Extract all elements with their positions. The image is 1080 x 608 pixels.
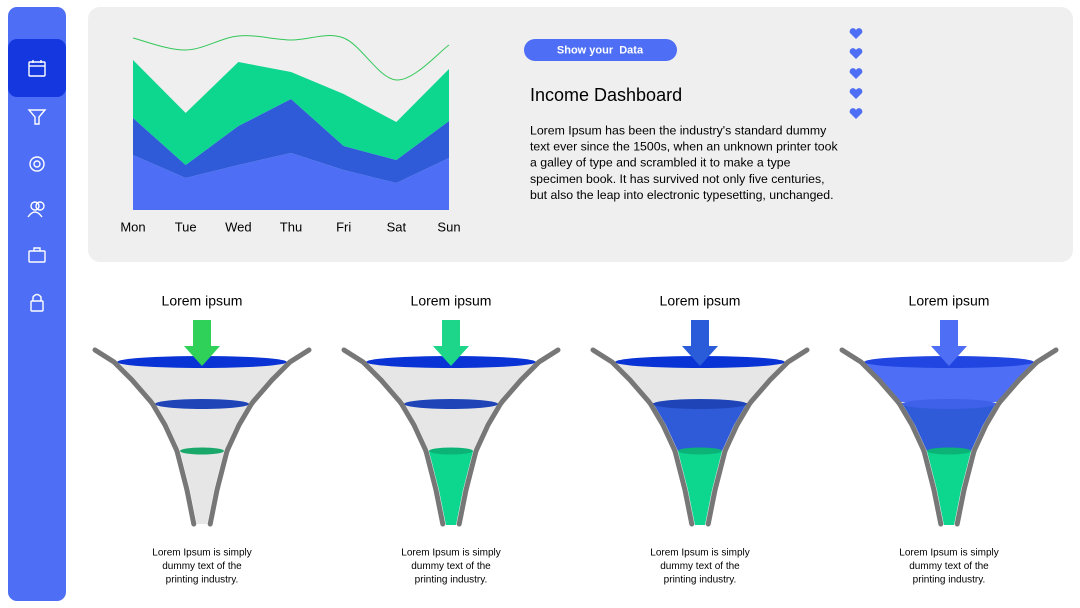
funnel: Lorem ipsum Lorem Ipsum is simply dummy te… bbox=[341, 293, 561, 586]
line-series bbox=[132, 35, 450, 81]
funnel-frame bbox=[954, 347, 1059, 527]
body-line: Lorem Ipsum has been the industry's stan… bbox=[530, 123, 827, 137]
funnel-label: Lorem ipsum bbox=[660, 293, 741, 309]
funnel-frame bbox=[456, 347, 561, 527]
funnel-fill-bottom bbox=[429, 451, 473, 525]
funnel-caption: dummy text of the bbox=[411, 561, 491, 572]
heart-icon bbox=[849, 48, 863, 59]
funnel-arrow bbox=[682, 320, 718, 366]
funnel-ring-bottom bbox=[180, 447, 224, 455]
dashboard-title: Income Dashboard bbox=[530, 85, 682, 105]
funnel-caption: Lorem Ipsum is simply bbox=[152, 548, 251, 559]
heart-icon bbox=[849, 88, 863, 99]
funnel-fill-top bbox=[864, 362, 1034, 402]
funnel-caption: dummy text of the bbox=[162, 561, 242, 572]
filter-icon[interactable] bbox=[27, 109, 47, 125]
funnel-frame bbox=[590, 347, 695, 527]
settings-icon[interactable] bbox=[29, 156, 45, 172]
briefcase-icon[interactable] bbox=[28, 247, 46, 263]
funnel-caption: dummy text of the bbox=[909, 561, 989, 572]
body-line: but also the leap into electronic typese… bbox=[530, 188, 834, 202]
funnel-ring-middle bbox=[404, 399, 498, 409]
x-tick-label: Sun bbox=[437, 219, 460, 234]
funnel-caption: Lorem Ipsum is simply bbox=[899, 548, 998, 559]
funnel-frame bbox=[839, 347, 944, 527]
x-tick-label: Sat bbox=[387, 219, 407, 234]
sidebar-icons bbox=[27, 60, 47, 312]
funnel-arrow bbox=[931, 320, 967, 366]
funnel-frame bbox=[705, 347, 810, 527]
x-tick-label: Mon bbox=[120, 219, 145, 234]
funnel-caption: Lorem Ipsum is simply bbox=[401, 548, 500, 559]
sidebar-active[interactable] bbox=[8, 39, 66, 97]
funnel-caption: printing industry. bbox=[913, 575, 986, 586]
funnel-caption: printing industry. bbox=[664, 575, 737, 586]
funnel-label: Lorem ipsum bbox=[411, 293, 492, 309]
funnel-label: Lorem ipsum bbox=[162, 293, 243, 309]
funnel-fill-bottom bbox=[927, 451, 971, 525]
funnel: Lorem ipsum Lorem Ipsum is simply dummy te… bbox=[839, 293, 1059, 586]
calendar-icon[interactable] bbox=[28, 60, 46, 77]
funnel-ring-middle bbox=[155, 399, 249, 409]
funnel-ring-bottom bbox=[927, 447, 971, 455]
funnel-frame bbox=[341, 347, 446, 527]
x-tick-label: Fri bbox=[336, 219, 351, 234]
funnel-ring-middle bbox=[653, 399, 747, 409]
funnel-fill-middle bbox=[902, 403, 996, 451]
body-line: specimen book. It has survived not only … bbox=[530, 172, 825, 186]
lock-icon[interactable] bbox=[30, 293, 44, 312]
funnel-arrow bbox=[433, 320, 469, 366]
users-icon[interactable] bbox=[27, 201, 45, 218]
heart-icon bbox=[849, 68, 863, 79]
x-tick-label: Thu bbox=[280, 219, 302, 234]
funnel-caption: dummy text of the bbox=[660, 561, 740, 572]
funnel-body bbox=[117, 362, 287, 524]
body-line: text ever since the 1500s, when an unkno… bbox=[530, 139, 838, 153]
funnel-caption: printing industry. bbox=[166, 575, 239, 586]
heart-icon bbox=[849, 108, 863, 119]
funnel-fill-bottom bbox=[678, 451, 722, 525]
funnel-arrow bbox=[184, 320, 220, 366]
funnel-ring-middle bbox=[902, 399, 996, 409]
body-text: Lorem Ipsum has been the industry's stan… bbox=[530, 123, 838, 202]
funnel: Lorem ipsum Lorem Ipsum is simply dummy te… bbox=[590, 293, 810, 586]
funnel-ring-bottom bbox=[678, 447, 722, 455]
body-line: a galley of type and scrambled it to mak… bbox=[530, 156, 791, 170]
area-chart: Mon Tue Wed Thu Fri Sat Sun bbox=[120, 35, 461, 234]
funnels: Lorem ipsum Lorem Ipsum is simply dummy te… bbox=[92, 293, 1059, 586]
funnel-frame bbox=[92, 347, 197, 527]
funnel-caption: Lorem Ipsum is simply bbox=[650, 548, 749, 559]
area-series bbox=[133, 60, 449, 165]
area-series bbox=[133, 99, 449, 183]
funnel-fill-middle bbox=[653, 403, 747, 451]
show-data-button[interactable] bbox=[524, 39, 677, 61]
sidebar bbox=[8, 7, 66, 601]
funnel-label: Lorem ipsum bbox=[909, 293, 990, 309]
x-tick-label: Wed bbox=[225, 219, 252, 234]
x-tick-label: Tue bbox=[175, 219, 197, 234]
funnel-caption: printing industry. bbox=[415, 575, 488, 586]
funnel: Lorem ipsum Lorem Ipsum is simply dummy te… bbox=[92, 293, 312, 586]
funnel-ring-bottom bbox=[429, 447, 473, 455]
hearts bbox=[849, 28, 863, 119]
button-label[interactable]: Show your Data bbox=[557, 44, 644, 56]
funnel-frame bbox=[207, 347, 312, 527]
area-series bbox=[133, 153, 449, 210]
heart-icon bbox=[849, 28, 863, 39]
